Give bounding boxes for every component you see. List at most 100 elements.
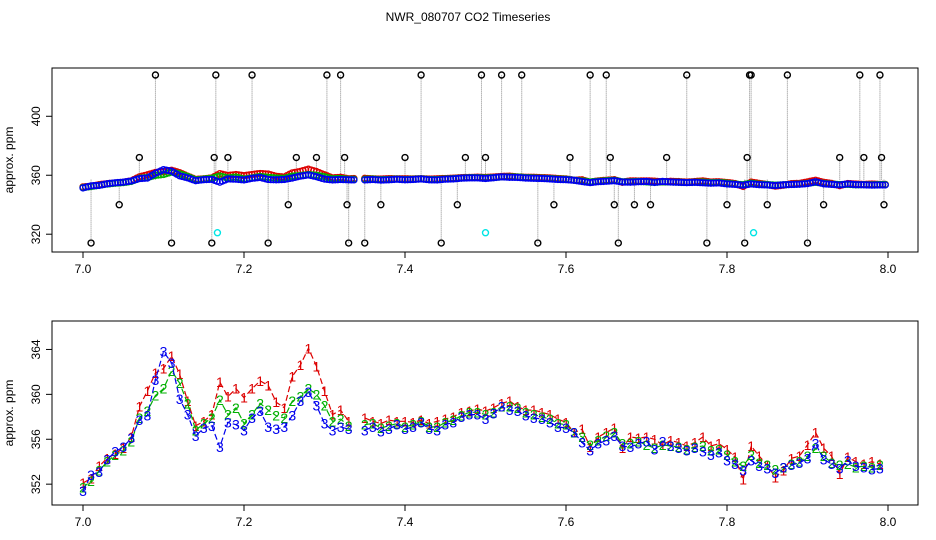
series-2-label: 2 <box>804 448 812 464</box>
series-3-point <box>135 174 144 183</box>
series-2-label: 2 <box>554 416 562 432</box>
outlier-point <box>683 71 691 79</box>
series-3-label: 3 <box>144 408 152 424</box>
x-tick-label: 7.0 <box>75 262 92 276</box>
series-2-label: 2 <box>755 455 763 471</box>
series-3-label: 3 <box>152 372 160 388</box>
series-3-label: 3 <box>860 459 868 475</box>
series-1-label: 1 <box>578 421 586 437</box>
x-tick-label: 7.4 <box>397 262 414 276</box>
outlier-point <box>135 153 144 162</box>
series-1-label: 1 <box>425 416 433 432</box>
y-tick-label: 360 <box>29 384 43 404</box>
series-3-point <box>546 175 554 183</box>
series-1-label: 1 <box>538 404 546 420</box>
outlier-point <box>361 239 369 247</box>
outlier-point <box>224 153 232 162</box>
series-1-label: 1 <box>618 440 626 456</box>
outlier-point <box>167 239 176 247</box>
series-3-label: 3 <box>425 421 433 437</box>
plot-frame <box>51 67 919 253</box>
series-3-point <box>264 175 272 184</box>
outlier-point <box>497 71 506 79</box>
series-3-label: 3 <box>715 445 723 461</box>
series-3-label: 3 <box>675 440 683 456</box>
outlier-point <box>606 153 614 162</box>
series-3-point <box>224 175 232 183</box>
series-3-label: 3 <box>546 414 554 430</box>
series-3-point <box>881 181 889 189</box>
series-3-label: 3 <box>602 432 610 448</box>
series-1-label: 1 <box>562 414 570 430</box>
series-2-label: 2 <box>345 418 353 434</box>
outlier-point <box>312 153 321 162</box>
bottom-panel: 7.0 7.2 7.4 7.6 7.8 8.0 352 356 360 364 approx. pp… <box>2 320 919 529</box>
outlier-point <box>284 201 292 209</box>
series-3-label: 3 <box>95 464 103 480</box>
series-3-point <box>562 176 570 184</box>
series-2-label: 2 <box>506 399 514 415</box>
series-1-label: 1 <box>490 400 498 416</box>
series-1-label: 1 <box>103 450 111 466</box>
series-2-label: 2 <box>812 440 820 456</box>
series-3-label: 3 <box>506 402 514 418</box>
series-1-line <box>82 346 881 484</box>
series-3-label: 3 <box>562 420 570 436</box>
series-3-point <box>658 177 667 186</box>
series-1-label: 1 <box>602 425 610 441</box>
series-3-point <box>844 180 852 188</box>
series-1-label: 1 <box>514 399 522 415</box>
x-tick-label: 7.4 <box>397 515 414 529</box>
outlier-point <box>481 153 490 162</box>
outlier-point <box>602 71 610 79</box>
series-3-label: 3 <box>610 428 618 444</box>
series-3-point <box>336 175 345 184</box>
x-tick-label: 7.6 <box>558 515 575 529</box>
series-3-label: 3 <box>618 438 626 454</box>
series-2-label: 2 <box>216 392 224 408</box>
series-1-label: 1 <box>168 348 176 364</box>
series-2-label: 2 <box>466 404 474 420</box>
series-3-point <box>344 176 353 184</box>
series-1-label: 1 <box>522 402 530 418</box>
series-2-label: 2 <box>852 459 860 475</box>
series-3-point <box>779 181 787 189</box>
series-3-point <box>505 173 514 181</box>
series-1-label: 1 <box>369 413 377 429</box>
x-tick-label: 7.2 <box>236 515 253 529</box>
outlier-point <box>836 153 844 162</box>
series-1-label: 1 <box>272 394 280 410</box>
series-3-label: 3 <box>111 444 119 460</box>
series-3-label: 3 <box>345 421 353 437</box>
outlier-point <box>747 71 755 79</box>
series-2-label: 2 <box>876 457 884 473</box>
series-3-label: 3 <box>779 459 787 475</box>
series-2-label: 2 <box>288 393 296 409</box>
series-1-label: 1 <box>530 402 538 418</box>
series-2-label: 2 <box>844 456 852 472</box>
series-1-label: 1 <box>804 437 812 453</box>
series-3-point <box>554 175 562 184</box>
series-1-label: 1 <box>441 411 449 427</box>
series-1-label: 1 <box>160 361 168 377</box>
series-3-label: 3 <box>321 416 329 432</box>
series-2-label: 2 <box>538 409 546 425</box>
outlier-point <box>876 71 884 79</box>
series-2-label: 2 <box>433 419 441 435</box>
series-3-point <box>350 176 358 184</box>
x-tick-label: 7.8 <box>719 262 736 276</box>
outlier-point <box>860 153 868 162</box>
series-3-label: 3 <box>192 428 200 444</box>
series-3-label: 3 <box>538 411 546 427</box>
series-3-point <box>522 174 530 182</box>
series-3-point <box>465 174 474 182</box>
outlier-point <box>477 71 486 79</box>
outlier-point <box>610 201 618 209</box>
series-2-label: 2 <box>739 458 747 474</box>
series-1-label: 1 <box>401 413 409 429</box>
series-2-label: 2 <box>425 419 433 435</box>
outlier-point <box>614 239 623 247</box>
series-3-point <box>675 178 683 186</box>
outlier-point <box>343 201 351 209</box>
series-2-label: 2 <box>135 410 143 426</box>
